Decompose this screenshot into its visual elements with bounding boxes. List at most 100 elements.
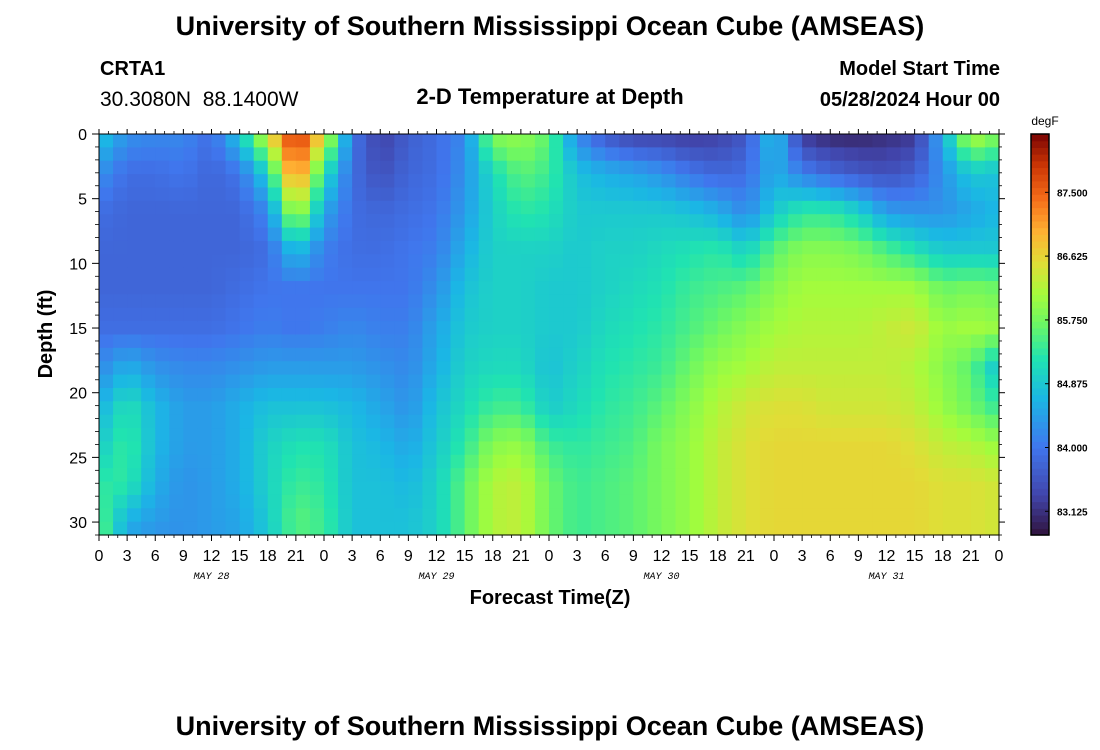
heatmap-cell <box>591 441 606 456</box>
heatmap-cell <box>886 521 902 536</box>
heatmap-cell <box>788 347 803 362</box>
heatmap-cell <box>295 160 311 175</box>
heatmap-cell <box>408 347 424 362</box>
heatmap-cell <box>155 187 170 202</box>
colorbar-swatch <box>1031 207 1049 215</box>
heatmap-cell <box>942 334 958 349</box>
heatmap-cell <box>506 494 522 509</box>
heatmap-cell <box>422 494 438 509</box>
heatmap-cell <box>956 240 972 255</box>
heatmap-cell <box>661 481 677 496</box>
colorbar-swatch <box>1031 521 1049 529</box>
heatmap-cell <box>141 374 156 389</box>
heatmap-cell <box>956 321 972 336</box>
heatmap-cell <box>633 468 649 483</box>
heatmap-cell <box>295 147 311 162</box>
heatmap-cell <box>408 321 424 336</box>
heatmap-cell <box>816 454 831 469</box>
heatmap-cell <box>534 187 550 202</box>
heatmap-cell <box>970 307 986 322</box>
heatmap-cell <box>928 294 944 309</box>
heatmap-cell <box>366 227 381 242</box>
heatmap-cell <box>577 387 592 402</box>
heatmap-cell <box>155 441 170 456</box>
heatmap-cell <box>605 387 620 402</box>
heatmap-cell <box>774 441 789 456</box>
heatmap-cell <box>380 321 395 336</box>
heatmap-cell <box>788 147 803 162</box>
heatmap-cell <box>281 334 297 349</box>
heatmap-cell <box>281 414 297 429</box>
heatmap-cell <box>225 160 241 175</box>
heatmap-cell <box>281 521 297 536</box>
heatmap-cell <box>591 494 606 509</box>
heatmap-cell <box>155 468 170 483</box>
heatmap-cell <box>703 454 719 469</box>
heatmap-cell <box>661 214 677 229</box>
heatmap-cell <box>886 428 902 443</box>
heatmap-cell <box>802 294 817 309</box>
x-tick-label: 6 <box>151 548 160 565</box>
heatmap-cell <box>914 334 930 349</box>
heatmap-cell <box>506 334 522 349</box>
heatmap-cell <box>731 334 747 349</box>
heatmap-cell <box>478 414 494 429</box>
heatmap-cell <box>99 361 114 376</box>
heatmap-cell <box>816 508 831 523</box>
heatmap-cell <box>534 401 550 416</box>
heatmap-cell <box>225 134 241 148</box>
heatmap-cell <box>281 200 297 215</box>
heatmap-cell <box>436 454 452 469</box>
heatmap-cell <box>239 187 255 202</box>
heatmap-cell <box>858 401 874 416</box>
colorbar-swatch <box>1031 488 1049 496</box>
heatmap-cell <box>703 240 719 255</box>
heatmap-cell <box>197 267 213 282</box>
heatmap-cell <box>309 481 325 496</box>
heatmap-cell <box>591 254 606 269</box>
heatmap-cell <box>549 441 564 456</box>
heatmap-cell <box>830 454 845 469</box>
heatmap-cell <box>675 227 691 242</box>
heatmap-cell <box>886 454 902 469</box>
heatmap-cell <box>380 401 395 416</box>
heatmap-cell <box>619 281 634 295</box>
heatmap-cell <box>436 521 452 536</box>
heatmap-cell <box>647 147 663 162</box>
heatmap-cell <box>591 414 606 429</box>
heatmap-cell <box>549 401 564 416</box>
heatmap-cell <box>534 374 550 389</box>
heatmap-cell <box>506 521 522 536</box>
heatmap-cell <box>605 347 620 362</box>
heatmap-cell <box>239 147 255 162</box>
heatmap-cell <box>759 187 775 202</box>
heatmap-cell <box>520 281 536 295</box>
heatmap-cell <box>717 521 733 536</box>
heatmap-cell <box>352 174 367 189</box>
heatmap-cell <box>239 294 255 309</box>
heatmap-cell <box>281 387 297 402</box>
heatmap-cell <box>127 347 142 362</box>
heatmap-cell <box>872 454 888 469</box>
heatmap-cell <box>886 240 902 255</box>
heatmap-cell <box>689 254 705 269</box>
heatmap-cell <box>647 307 663 322</box>
heatmap-cell <box>577 134 592 148</box>
heatmap-cell <box>914 481 930 496</box>
heatmap-cell <box>408 147 424 162</box>
heatmap-cell <box>774 200 789 215</box>
heatmap-cell <box>689 414 705 429</box>
x-tick-label: 15 <box>456 548 474 565</box>
heatmap-cell <box>717 454 733 469</box>
heatmap-cell <box>408 401 424 416</box>
colorbar-swatch <box>1031 314 1049 322</box>
heatmap-cell <box>647 200 663 215</box>
heatmap-cell <box>802 174 817 189</box>
heatmap-cell <box>338 294 353 309</box>
heatmap-cell <box>759 174 775 189</box>
heatmap-cell <box>197 307 213 322</box>
heatmap-cell <box>717 281 733 295</box>
heatmap-cell <box>633 441 649 456</box>
heatmap-cell <box>591 160 606 175</box>
heatmap-cell <box>506 468 522 483</box>
